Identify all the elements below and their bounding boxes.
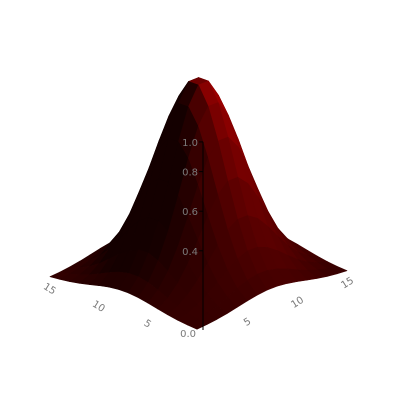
y-tick-label: 10: [90, 299, 107, 315]
y-tick-label: 15: [41, 281, 58, 297]
x-tick-label: 15: [339, 275, 356, 291]
y-tick-label: 5: [142, 318, 153, 331]
z-tick-label: 1.0: [182, 138, 198, 149]
z-axis: 0.4 0.6 0.8 1.0 0.0: [180, 138, 204, 340]
surface-mesh: [49, 77, 348, 330]
z-tick-label: 0.4: [182, 247, 198, 258]
z-tick-label: 0.6: [182, 207, 198, 218]
x-tick-label: 5: [242, 316, 253, 329]
x-tick-label: 10: [289, 295, 306, 311]
z-origin-label: 0.0: [180, 329, 196, 340]
z-tick-label: 0.8: [182, 168, 198, 179]
surface-patch: [186, 319, 208, 330]
